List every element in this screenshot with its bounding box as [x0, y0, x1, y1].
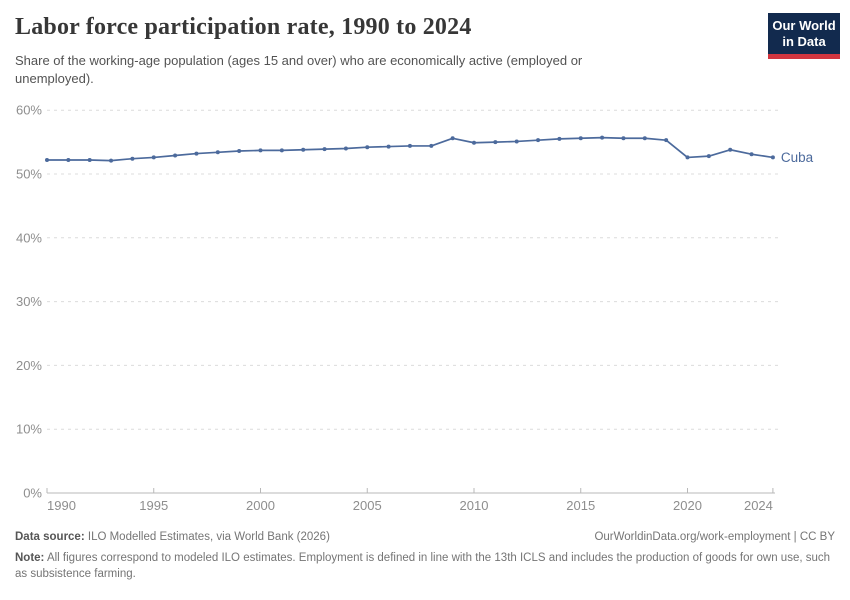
attribution-text: OurWorldinData.org/work-employment | CC …	[594, 531, 835, 543]
x-axis-tick-label: 2015	[566, 498, 595, 513]
data-point-2018[interactable]	[642, 136, 647, 141]
data-source-label: Data source:	[15, 531, 85, 543]
data-point-1998[interactable]	[215, 150, 220, 155]
note-line: Note: All figures correspond to modeled …	[15, 550, 835, 582]
data-point-2004[interactable]	[343, 146, 348, 151]
y-axis-tick-label: 0%	[23, 486, 42, 501]
data-point-2011[interactable]	[493, 140, 498, 145]
data-point-2000[interactable]	[258, 148, 263, 153]
series-label-cuba[interactable]: Cuba	[781, 150, 814, 165]
y-axis-tick-label: 20%	[16, 358, 42, 373]
y-axis-tick-label: 10%	[16, 422, 42, 437]
data-point-2013[interactable]	[536, 138, 541, 143]
data-source-line: Data source: ILO Modelled Estimates, via…	[15, 531, 330, 543]
data-point-2006[interactable]	[386, 144, 391, 149]
data-point-2012[interactable]	[514, 139, 519, 144]
note-label: Note:	[15, 552, 45, 564]
data-point-1990[interactable]	[45, 157, 49, 162]
data-source-text: ILO Modelled Estimates, via World Bank (…	[87, 531, 330, 543]
data-point-1997[interactable]	[194, 151, 199, 156]
page-title: Labor force participation rate, 1990 to …	[15, 14, 472, 40]
data-point-2019[interactable]	[664, 138, 669, 143]
x-axis-tick-label: 1990	[47, 498, 76, 513]
data-point-1991[interactable]	[66, 157, 71, 162]
data-point-2001[interactable]	[279, 148, 284, 153]
data-point-2007[interactable]	[407, 143, 412, 148]
data-point-1996[interactable]	[173, 153, 178, 158]
data-point-1995[interactable]	[151, 155, 156, 160]
data-point-2014[interactable]	[557, 136, 562, 141]
data-point-1999[interactable]	[237, 149, 242, 154]
data-point-1993[interactable]	[109, 158, 114, 163]
x-axis-tick-label: 2024	[744, 498, 773, 513]
x-axis-tick-label: 2005	[353, 498, 382, 513]
line-chart-canvas[interactable]: 0% 10% 20% 30% 40% 50% 60% 1990 1995 2000 2005 2010…	[0, 95, 850, 520]
owid-logo-line2: in Data	[782, 33, 826, 49]
series-line-cuba[interactable]	[47, 136, 774, 162]
y-axis-tick-label: 40%	[16, 230, 42, 245]
chart-subtitle: Share of the working-age population (age…	[15, 53, 583, 87]
x-axis-tick-label: 1995	[139, 498, 168, 513]
owid-logo[interactable]: Our World in Data	[768, 13, 840, 59]
data-point-2008[interactable]	[429, 143, 434, 148]
y-axis-tick-label: 30%	[16, 294, 42, 309]
y-axis-tick-label: 50%	[16, 167, 42, 182]
data-point-2003[interactable]	[322, 147, 327, 152]
x-axis-tick-label: 2000	[246, 498, 275, 513]
x-axis-tick-label: 2010	[460, 498, 489, 513]
y-axis-tick-label: 60%	[16, 103, 42, 118]
data-point-2016[interactable]	[600, 135, 605, 140]
data-point-2015[interactable]	[578, 136, 583, 141]
data-point-1994[interactable]	[130, 156, 135, 161]
data-point-2022[interactable]	[728, 147, 733, 152]
data-point-2017[interactable]	[621, 136, 626, 141]
x-axis-tick-label: 2020	[673, 498, 702, 513]
data-point-2023[interactable]	[749, 152, 754, 157]
note-text: All figures correspond to modeled ILO es…	[15, 552, 831, 581]
data-point-2024[interactable]	[770, 155, 775, 160]
data-point-2009[interactable]	[450, 136, 455, 141]
data-point-2010[interactable]	[472, 140, 476, 145]
data-point-2002[interactable]	[301, 147, 306, 152]
data-point-1992[interactable]	[87, 157, 92, 162]
data-point-2005[interactable]	[365, 145, 370, 150]
data-point-2020[interactable]	[685, 155, 690, 160]
chart-footer: Data source: ILO Modelled Estimates, via…	[15, 531, 835, 582]
data-point-2021[interactable]	[706, 154, 711, 159]
owid-logo-line1: Our World	[772, 18, 836, 33]
